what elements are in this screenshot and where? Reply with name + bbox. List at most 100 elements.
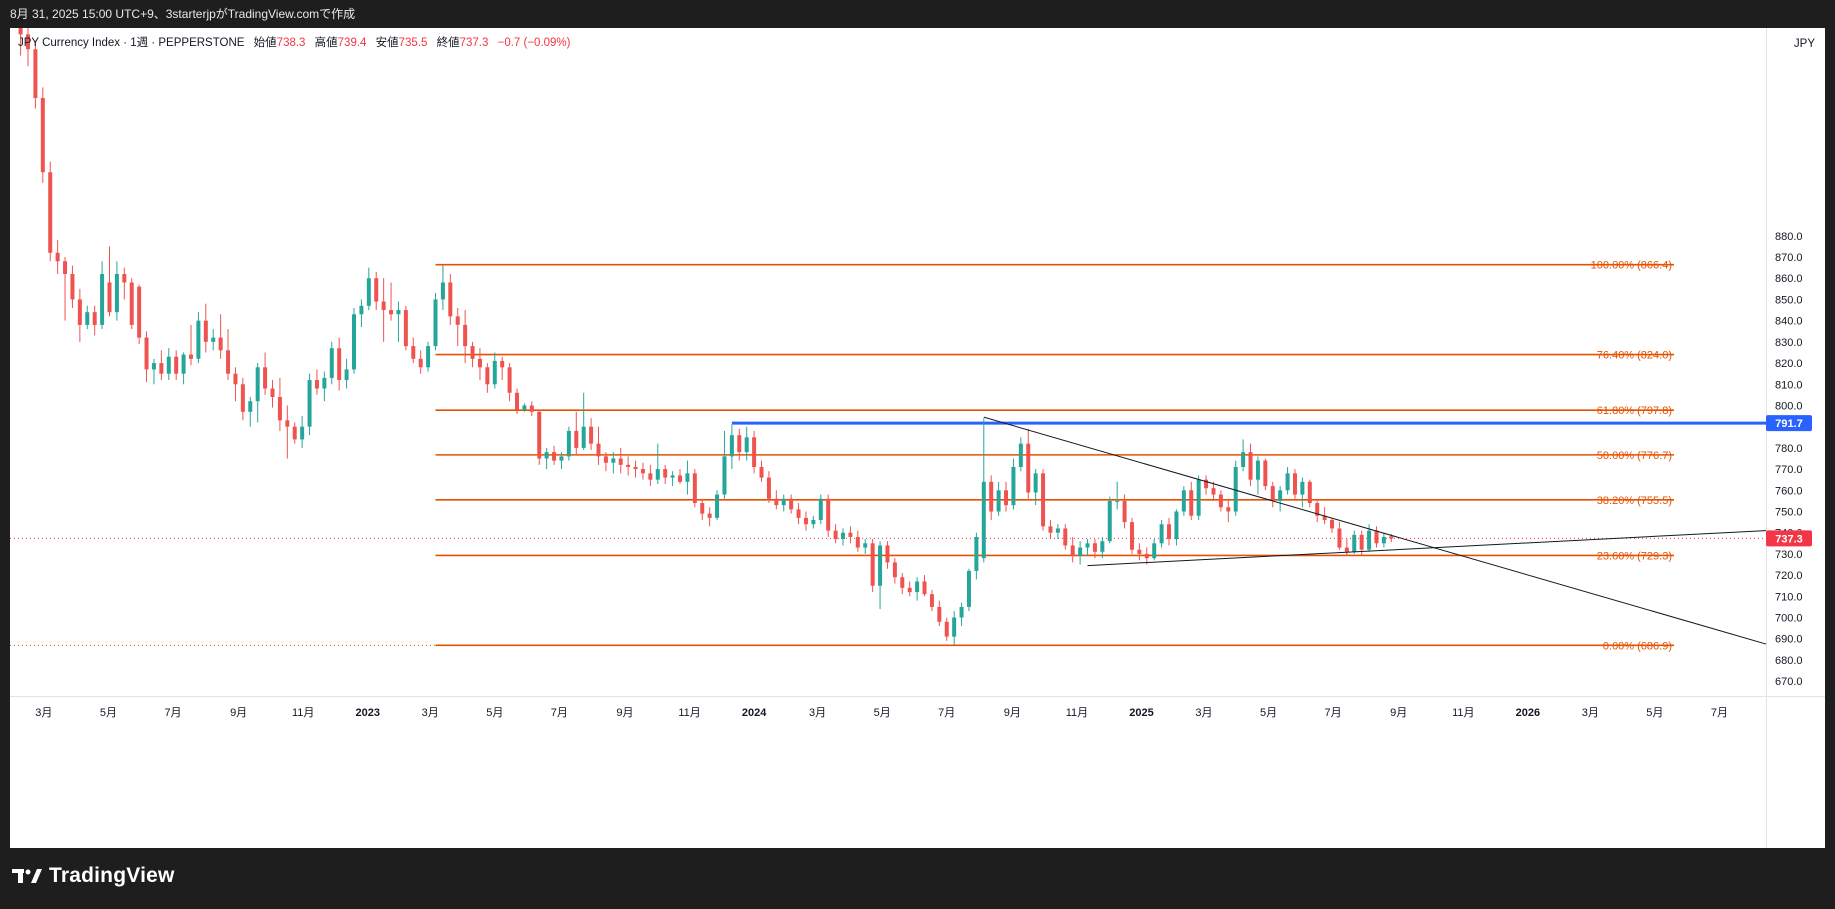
candle-down — [929, 594, 934, 607]
candle-down — [1307, 481, 1312, 504]
candle-down — [70, 273, 75, 300]
fib-level-label: 76.40% (824.0) — [1597, 350, 1672, 362]
candle-up — [685, 473, 690, 482]
candle-down — [833, 530, 838, 540]
x-tick-label: 3月 — [422, 707, 439, 719]
symbol-label[interactable]: JPY Currency Index · 1週 · PEPPERSTONE — [18, 37, 245, 49]
candle-down — [240, 384, 245, 412]
candle-up — [981, 481, 986, 559]
candle-down — [55, 252, 60, 262]
candle-down — [463, 324, 468, 347]
currency-label[interactable]: JPY — [1793, 38, 1815, 50]
brand-name: TradingView — [49, 864, 175, 887]
candle-down — [766, 477, 771, 499]
candle-down — [374, 278, 379, 302]
tradingview-logo[interactable]: TradingView — [12, 864, 175, 888]
candle-down — [470, 346, 475, 359]
candle-down — [418, 358, 423, 368]
candle-up — [1255, 460, 1260, 480]
candle-down — [529, 405, 534, 412]
x-tick-label: 5月 — [1646, 707, 1663, 719]
candle-down — [137, 286, 142, 338]
x-tick-label: 9月 — [1390, 707, 1407, 719]
candle-down — [848, 532, 853, 537]
candle-down — [1337, 528, 1342, 548]
candle-up — [966, 570, 971, 607]
candle-up — [1018, 443, 1023, 467]
level-price-badge-label: 791.7 — [1775, 418, 1803, 430]
candle-up — [952, 617, 957, 637]
y-tick-label: 880.0 — [1775, 231, 1803, 243]
y-tick-label: 730.0 — [1775, 549, 1803, 561]
level-price-badge-bg — [1766, 415, 1812, 432]
candle-down — [285, 420, 290, 427]
x-tick-label: 3月 — [1195, 707, 1212, 719]
candle-up — [559, 456, 564, 461]
candle-down — [855, 536, 860, 548]
x-tick-label: 9月 — [1004, 707, 1021, 719]
candle-down — [455, 316, 460, 325]
candle-down — [989, 481, 994, 512]
candle-down — [1063, 528, 1068, 546]
candle-down — [403, 310, 408, 347]
fib-level-label: 0.00% (686.9) — [1603, 640, 1672, 652]
candle-up — [85, 312, 90, 325]
candle-down — [500, 360, 505, 368]
candle-down — [381, 301, 386, 311]
candle-up — [1300, 481, 1305, 495]
candle-down — [752, 437, 757, 467]
candle-up — [915, 581, 920, 593]
candle-up — [729, 435, 734, 457]
candle-up — [811, 519, 816, 525]
x-tick-label: 7月 — [938, 707, 955, 719]
x-tick-label: 5月 — [486, 707, 503, 719]
y-tick-label: 690.0 — [1775, 634, 1803, 646]
candle-up — [863, 543, 868, 548]
candle-down — [663, 469, 668, 478]
trendline-support — [1087, 530, 1767, 567]
y-tick-label: 670.0 — [1775, 676, 1803, 688]
x-tick-label: 2024 — [742, 707, 767, 719]
candle-up — [352, 314, 357, 370]
candle-down — [589, 426, 594, 444]
candle-down — [292, 426, 297, 440]
candle-down — [789, 498, 794, 510]
x-tick-label: 7月 — [1325, 707, 1342, 719]
candle-up — [322, 377, 327, 389]
candle-up — [781, 498, 786, 506]
x-tick-label: 11月 — [1452, 707, 1474, 719]
candle-down — [1211, 488, 1216, 495]
candle-down — [314, 380, 319, 389]
candle-up — [1115, 500, 1120, 502]
candle-down — [870, 543, 875, 586]
candle-down — [944, 621, 949, 637]
tradingview-logo-icon — [12, 869, 42, 883]
candle-up — [1107, 500, 1112, 542]
candle-up — [1100, 541, 1105, 552]
x-tick-label: 5月 — [874, 707, 891, 719]
high-label: 高値 — [314, 37, 338, 49]
candle-down — [1144, 553, 1149, 559]
candle-up — [1285, 473, 1290, 491]
candle-down — [485, 367, 490, 385]
candle-up — [544, 452, 549, 459]
fib-level-label: 38.20% (755.5) — [1597, 495, 1672, 507]
y-tick-label: 860.0 — [1775, 273, 1803, 285]
candle-down — [515, 392, 520, 410]
low-label: 安値 — [375, 37, 399, 49]
price-chart[interactable]: 670.0680.0690.0700.0710.0720.0730.0740.0… — [10, 28, 1825, 848]
candle-down — [1389, 536, 1394, 539]
candle-down — [1218, 494, 1223, 508]
candle-up — [248, 401, 253, 412]
candle-down — [900, 577, 905, 588]
last-price-badge-bg — [1766, 530, 1812, 547]
candle-down — [678, 475, 683, 482]
x-tick-label: 7月 — [1711, 707, 1728, 719]
candle-up — [670, 475, 675, 478]
candle-down — [1092, 543, 1097, 552]
chart-frame[interactable]: 670.0680.0690.0700.0710.0720.0730.0740.0… — [10, 28, 1825, 848]
candle-up — [522, 405, 527, 410]
candle-down — [389, 310, 394, 315]
x-tick-label: 3月 — [35, 707, 52, 719]
y-tick-label: 700.0 — [1775, 613, 1803, 625]
